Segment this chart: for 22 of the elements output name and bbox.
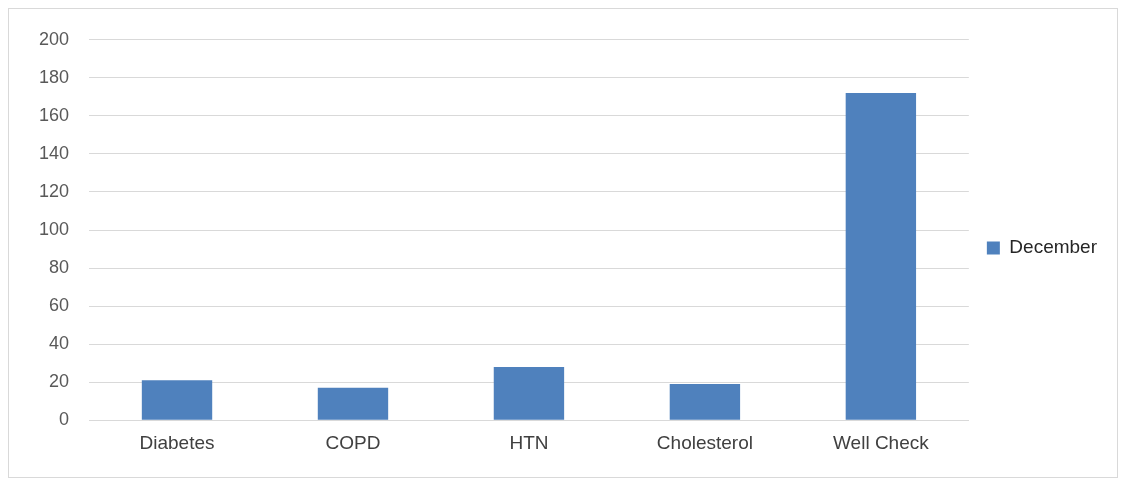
x-tick-label: Cholesterol: [656, 431, 753, 453]
y-tick-label: 100: [38, 218, 70, 239]
y-tick-label: 80: [49, 257, 70, 278]
y-tick-label: 160: [38, 104, 70, 125]
y-tick-label: 60: [49, 295, 70, 316]
y-tick-label: 200: [38, 28, 70, 49]
y-tick-label: 40: [49, 333, 70, 354]
y-tick-label: 140: [38, 142, 70, 163]
y-tick-label: 20: [49, 371, 70, 392]
y-tick-label: 180: [38, 66, 70, 87]
bar: [845, 93, 917, 420]
bar: [141, 380, 213, 420]
x-tick-label: COPD: [325, 431, 381, 453]
y-tick-label: 0: [59, 409, 70, 430]
legend-label: December: [1009, 236, 1098, 258]
x-tick-label: Well Check: [833, 431, 930, 453]
x-tick-label: Diabetes: [139, 431, 215, 453]
bar: [493, 366, 565, 420]
x-tick-label: HTN: [509, 431, 549, 453]
bar: [669, 384, 741, 420]
y-tick-label: 120: [38, 180, 70, 201]
bar: [317, 387, 389, 420]
